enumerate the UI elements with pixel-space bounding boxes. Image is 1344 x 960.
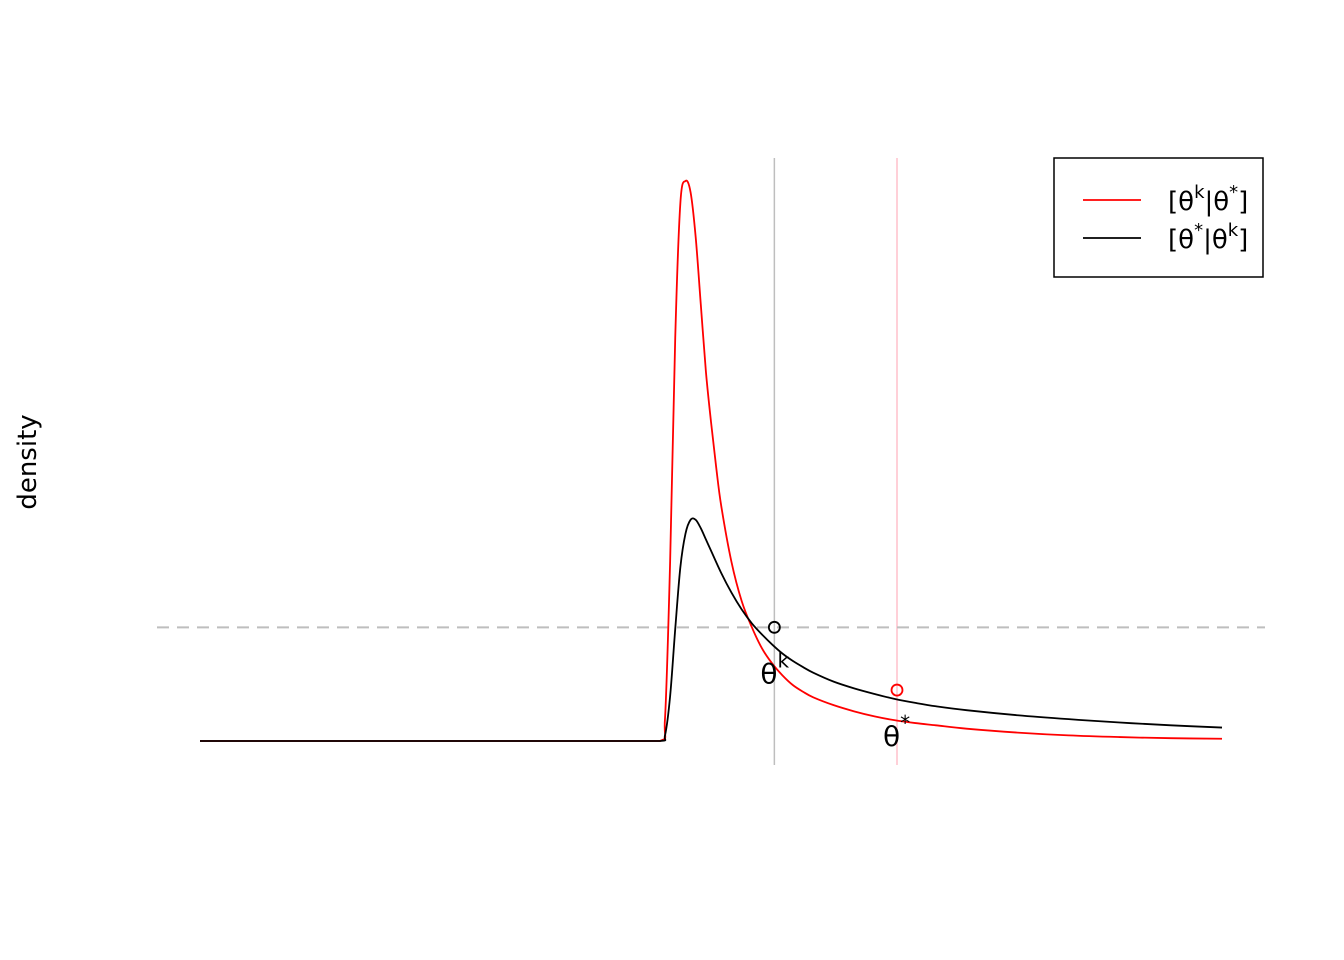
legend-label-2: [θ*|θk]: [1168, 220, 1248, 255]
legend-label-1: [θk|θ*]: [1168, 182, 1248, 217]
legend: [θk|θ*][θ*|θk]: [1053, 157, 1264, 278]
point-label-1: θk: [760, 648, 789, 690]
legend-box: [1053, 157, 1264, 278]
series-line-2: [200, 517, 1223, 742]
marker-point-1: [767, 620, 781, 634]
y-axis-label: density: [13, 414, 43, 509]
marker-point-2: [890, 683, 904, 697]
point-label-2: θ*: [883, 711, 910, 753]
